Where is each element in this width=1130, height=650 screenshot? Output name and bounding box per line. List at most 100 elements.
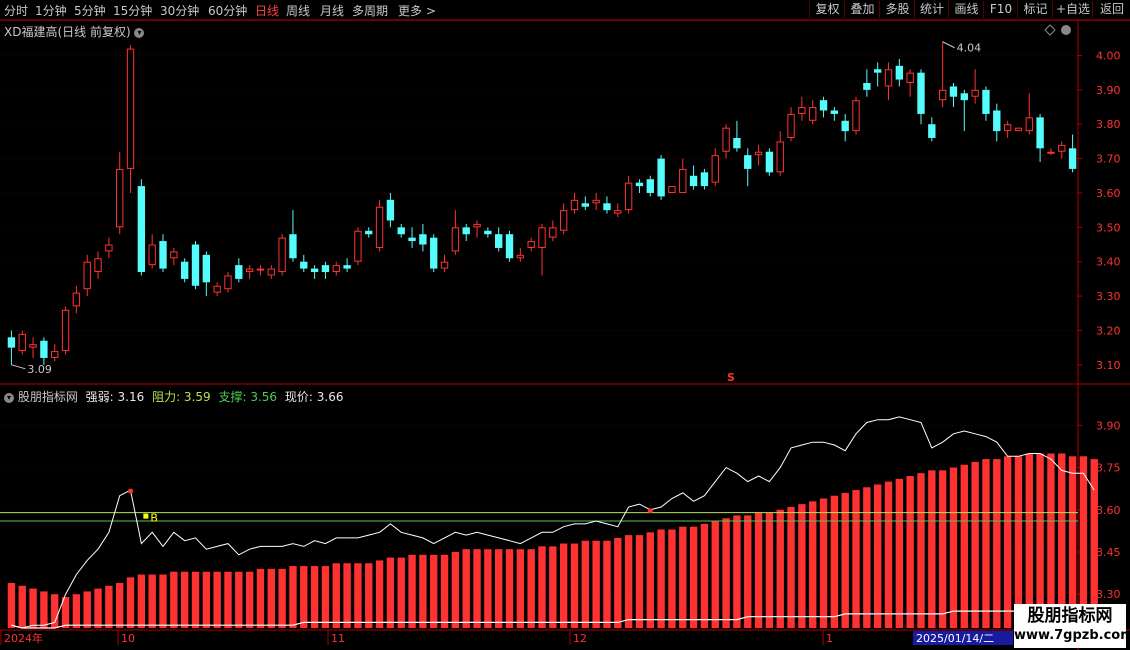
toolbar: 分时 1分钟 5分钟 15分钟 30分钟 60分钟 日线 周线 月线 多周期 更多 > 复权 叠加 多股统…: [0, 0, 1130, 21]
indicator-bar: [202, 571, 211, 628]
candle-body: [949, 86, 958, 97]
toolbar-button[interactable]: 标记: [1017, 1, 1053, 18]
candle-body: [408, 237, 416, 242]
indicator-bar: [982, 459, 990, 628]
candle-body: [592, 199, 600, 204]
indicator-bar: [213, 571, 221, 628]
indicator-bar: [7, 582, 16, 628]
indicator-bar: [798, 504, 806, 628]
candle-body: [191, 244, 200, 286]
indicator-bar: [668, 529, 676, 628]
indicator-bar: [29, 588, 37, 628]
candle-body: [657, 158, 665, 197]
toolbar-button[interactable]: 多股: [879, 1, 915, 18]
buy-signal-label: B: [150, 512, 158, 525]
indicator-name: 股朋指标网: [17, 390, 78, 404]
indicator-bar: [841, 492, 849, 628]
period-tab[interactable]: 30分钟: [160, 4, 200, 18]
indicator-bar: [689, 526, 698, 628]
candle-body: [245, 268, 254, 273]
period-tab[interactable]: 月线: [320, 4, 345, 18]
indicator-bar: [1014, 456, 1023, 628]
candle-body: [733, 137, 741, 149]
toolbar-button[interactable]: 复权: [809, 1, 845, 18]
candle-body: [928, 124, 936, 138]
candle-body: [852, 100, 860, 132]
candle-body: [473, 223, 481, 228]
indicator-bar: [267, 568, 275, 628]
indicator-bar: [1036, 453, 1044, 628]
main-chart-title[interactable]: XD福建高(日线 前复权) ▾: [4, 23, 145, 40]
candle-body: [116, 168, 124, 228]
candle-body: [365, 230, 373, 235]
toolbar-button[interactable]: 画线: [948, 1, 984, 18]
candle-body: [235, 265, 243, 279]
indicator-bar: [744, 515, 752, 628]
candle-body: [354, 230, 362, 262]
candle-body: [72, 292, 81, 307]
chevron-down-icon[interactable]: ▾: [134, 27, 145, 38]
period-tab[interactable]: 60分钟: [208, 4, 248, 18]
indicator-bar: [224, 571, 232, 628]
indicator-bar: [72, 594, 81, 628]
indicator-bar: [993, 459, 1001, 628]
indicator-bar: [787, 506, 795, 628]
indicator-bar: [711, 521, 719, 628]
indicator-bar: [938, 470, 947, 628]
period-tab[interactable]: 日线: [255, 4, 280, 18]
toolbar-button[interactable]: 叠加: [844, 1, 880, 18]
period-tab[interactable]: 15分钟: [113, 4, 153, 18]
x-axis-label: 10: [121, 632, 135, 645]
candle-body: [332, 265, 340, 273]
candle-body: [711, 155, 719, 183]
toolbar-button[interactable]: F10: [983, 1, 1018, 18]
indicator-bar: [505, 549, 514, 628]
candle-body: [202, 254, 211, 283]
indicator-bar: [61, 597, 70, 628]
candle-body: [917, 72, 925, 114]
indicator-bar: [105, 585, 113, 628]
toolbar-button[interactable]: 返回: [1092, 1, 1130, 18]
candle-body: [1014, 127, 1023, 132]
indicator-bar: [700, 523, 709, 628]
candle-body: [722, 127, 730, 152]
candle-body: [343, 265, 351, 269]
period-tab[interactable]: 1分钟: [35, 4, 67, 18]
indicator-bar: [484, 549, 492, 628]
toolbar-button[interactable]: +自选: [1052, 1, 1093, 18]
indicator-bar: [1068, 456, 1077, 628]
period-tab[interactable]: 多周期: [352, 4, 389, 18]
candle-body: [538, 227, 546, 248]
indicator-bar: [332, 563, 340, 628]
candle-body: [776, 141, 784, 173]
candle-body: [137, 186, 146, 273]
candle-body: [971, 89, 979, 97]
price-tick-label: 3.50: [1096, 221, 1121, 234]
period-tab[interactable]: 分时: [4, 4, 29, 18]
candle-body: [18, 333, 26, 352]
date-box: [913, 631, 1013, 645]
period-tab[interactable]: 5分钟: [74, 4, 106, 18]
watermark-url: www.7gpzb.com: [1014, 628, 1130, 643]
candle-body: [495, 234, 503, 248]
indicator-bar: [657, 529, 665, 628]
high-pointer: [942, 41, 955, 49]
indicator-bar: [819, 498, 828, 628]
stock-title: XD福建高(日线 前复权): [4, 25, 131, 39]
candle-body: [213, 285, 221, 293]
candle-body: [83, 261, 91, 290]
toolbar-button[interactable]: 统计: [914, 1, 949, 18]
period-tab[interactable]: 更多 >: [398, 4, 436, 18]
sell-marker: S: [727, 371, 735, 384]
candle-body: [170, 251, 178, 259]
indicator-bar: [581, 540, 589, 628]
buy-signal-icon: [143, 513, 149, 519]
price-tick-label: 3.30: [1096, 290, 1121, 303]
period-tab[interactable]: 周线: [286, 4, 311, 18]
indicator-bar: [917, 473, 925, 628]
chevron-down-icon[interactable]: ▾: [4, 392, 14, 403]
candle-body: [29, 344, 37, 348]
indicator-bar: [884, 481, 893, 628]
candle-body: [668, 186, 676, 193]
candle-body: [635, 182, 644, 187]
